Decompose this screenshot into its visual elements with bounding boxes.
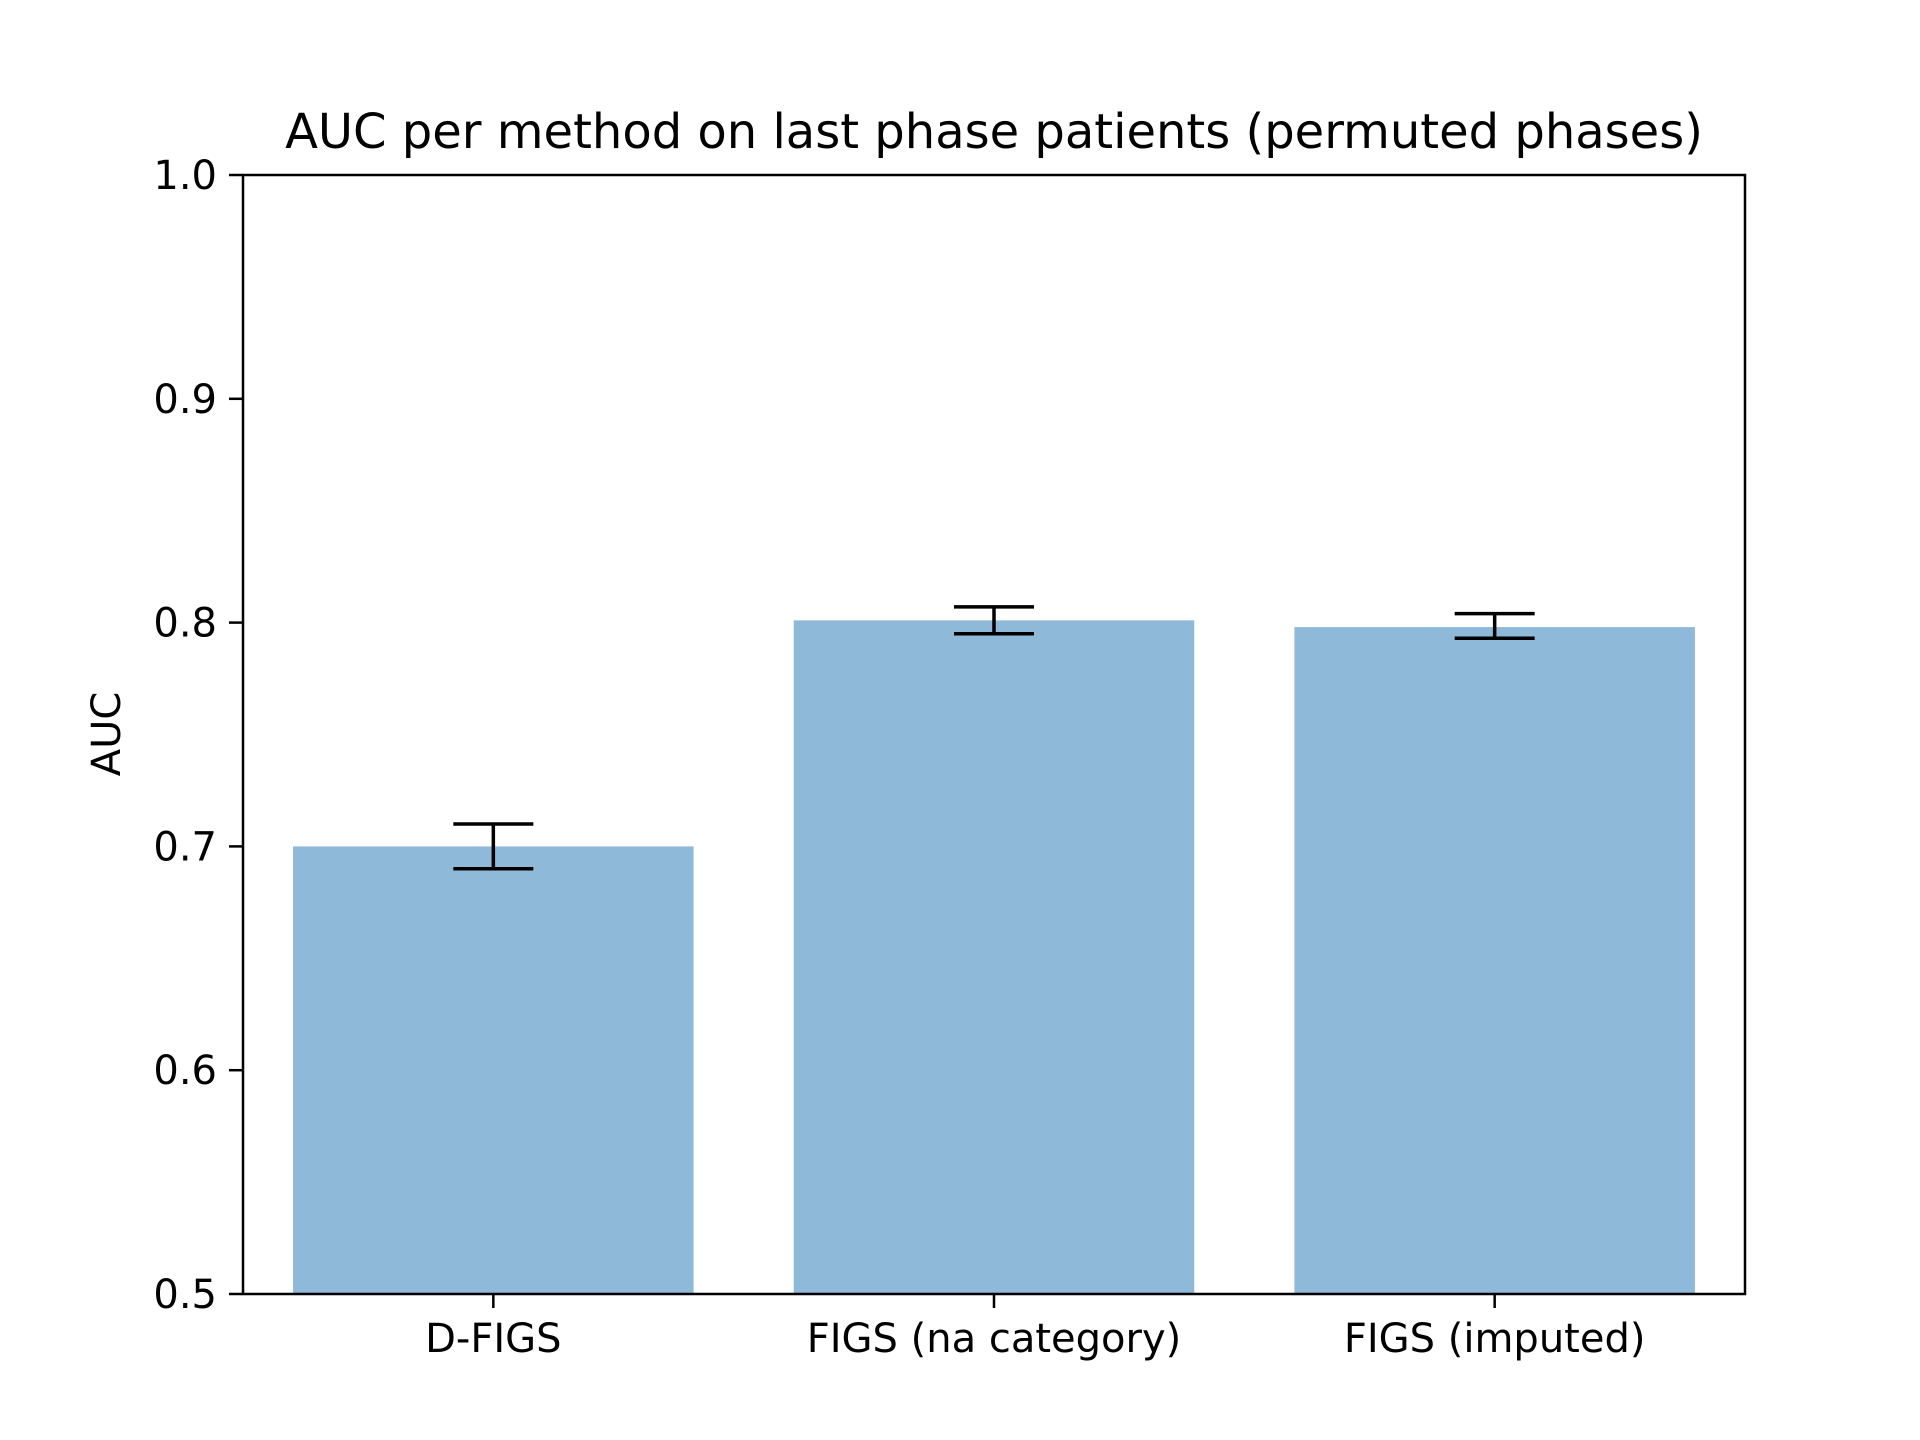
plot-frame [241, 173, 1747, 1296]
y-tick-label: 0.6 [153, 1048, 217, 1094]
chart-title: AUC per method on last phase patients (p… [285, 104, 1703, 160]
error-bar [1454, 611, 1535, 641]
bars-layer [293, 620, 1695, 1294]
y-tick-label: 0.8 [153, 601, 217, 647]
bar-d-figs [293, 846, 694, 1294]
error-bar [954, 605, 1034, 636]
y-tick-label: 1.0 [153, 153, 217, 199]
y-axis-label: AUC [84, 692, 130, 777]
y-tick-label: 0.9 [153, 377, 217, 423]
x-tick-label: FIGS (imputed) [1344, 1316, 1646, 1362]
error-bar [453, 822, 534, 871]
bar-figs-na-category [793, 620, 1195, 1294]
y-tick-label: 0.7 [153, 824, 217, 870]
error-bars-layer [453, 605, 1535, 871]
x-tick-label: D-FIGS [425, 1316, 561, 1362]
y-axis-ticks: 0.5 0.6 0.7 0.8 0.9 1.0 [153, 153, 243, 1318]
x-axis-ticks: D-FIGS FIGS (na category) FIGS (imputed) [425, 1294, 1645, 1362]
bar-figs-imputed [1294, 627, 1695, 1294]
x-tick-label: FIGS (na category) [807, 1316, 1181, 1362]
y-tick-label: 0.5 [153, 1272, 217, 1318]
